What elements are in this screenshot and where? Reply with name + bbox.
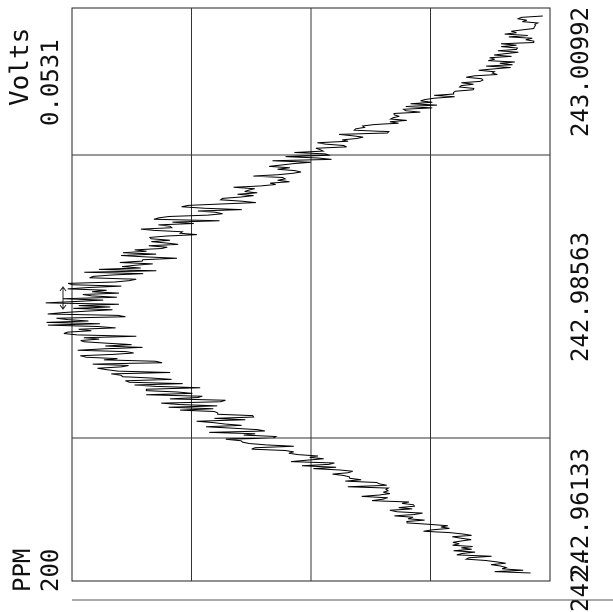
x-axis-value: 200 — [36, 549, 64, 592]
tick-label: 242.96133 — [566, 448, 594, 578]
tick-label: 242.98563 — [566, 232, 594, 362]
y-axis-label: Volts — [5, 28, 35, 106]
spectrum-trace — [45, 15, 543, 574]
y-axis-value: 0.0531 — [36, 39, 64, 126]
x-axis-label: PPM — [8, 549, 36, 592]
tick-label-partial: 242. — [566, 554, 594, 612]
tick-label: 243.00992 — [566, 7, 594, 137]
cursor-marker-icon — [59, 286, 67, 310]
tick-labels: 242.96133 242.98563 243.00992 242. — [566, 7, 594, 612]
grid-lines — [72, 8, 550, 581]
